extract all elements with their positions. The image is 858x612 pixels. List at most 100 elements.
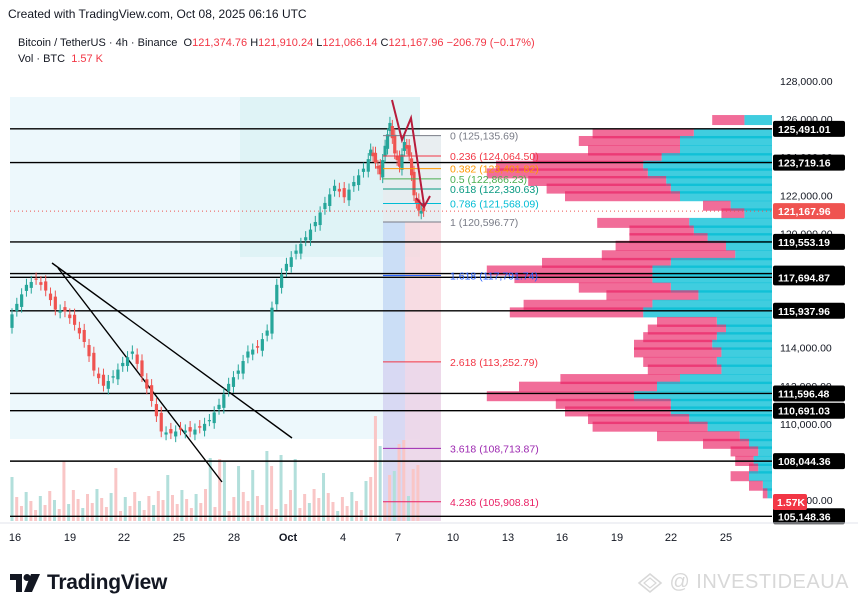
volume-profile-down-bar <box>597 217 690 228</box>
x-axis-tick-label: 16 <box>556 532 568 544</box>
candle-body <box>236 370 240 374</box>
candle-body <box>77 327 82 334</box>
candle-body <box>121 362 125 367</box>
volume-bar <box>369 477 373 521</box>
volume-profile-up-bar <box>716 356 772 367</box>
candle-body <box>294 250 298 254</box>
candle-body <box>289 257 293 267</box>
watermark-at: @ <box>669 571 691 593</box>
candle-body <box>87 345 91 357</box>
volume-bar <box>397 444 401 521</box>
watermark-text: INVESTIDEAUA <box>696 571 849 593</box>
volume-profile-down-bar <box>542 257 671 268</box>
volume-profile-up-bar <box>749 471 772 482</box>
volume-bar <box>270 466 274 521</box>
candle-body <box>412 171 416 196</box>
volume-bar <box>411 469 415 521</box>
volume-profile-down-bar <box>647 364 722 375</box>
open-value: 121,374.76 <box>192 37 248 49</box>
volume-bar <box>416 465 420 521</box>
candle-body <box>207 420 211 422</box>
candle-body <box>125 357 130 366</box>
candle-body <box>92 352 96 371</box>
volume-profile-up-bar <box>698 290 772 301</box>
y-axis-tick-label: 114,000.00 <box>780 343 832 355</box>
volume-profile-up-bar <box>634 391 772 402</box>
y-axis-tick-label: 110,000.00 <box>780 419 832 431</box>
candle-body <box>383 145 387 157</box>
volume-profile-up-bar <box>726 324 772 335</box>
volume-bar <box>128 506 132 521</box>
tradingview-logo[interactable]: TradingView <box>10 571 167 595</box>
last-price-badge-text: 121,167.96 <box>778 206 831 218</box>
candle-body <box>270 307 274 334</box>
volume-profile-down-bar <box>643 356 717 367</box>
volume-bar <box>312 489 316 521</box>
candle-body <box>231 377 236 387</box>
volume-profile-down-bar <box>606 290 699 301</box>
volume-profile-up-bar <box>680 191 772 202</box>
volume-bar <box>255 496 259 521</box>
volume-badge <box>773 494 807 510</box>
volume-bar <box>322 473 326 521</box>
candle-body <box>373 152 378 163</box>
volume-bar <box>29 501 33 521</box>
volume-bar <box>62 461 66 521</box>
candle-body <box>381 160 385 178</box>
level-price-badge-text: 111,596.48 <box>778 388 830 400</box>
x-axis-tick-label: 28 <box>228 532 240 544</box>
x-axis-tick-label: 22 <box>665 532 677 544</box>
volume-profile-up-bar <box>670 282 772 293</box>
volume-label: Vol · BTC <box>18 53 66 65</box>
fib-level-label: 0.382 (123,401.82) <box>450 164 539 176</box>
candle-body <box>178 428 183 430</box>
volume-profile-up-bar <box>712 339 772 350</box>
candle-body <box>164 432 168 435</box>
candle-body <box>140 360 144 377</box>
header-caption: Created with TradingView.com, Oct 08, 20… <box>8 7 307 21</box>
volume-profile-down-bar <box>555 398 671 409</box>
fib-level-label: 2.618 (113,252.79) <box>450 357 538 369</box>
volume-bar <box>406 496 410 521</box>
volume-profile-down-bar <box>486 391 634 402</box>
candle-body <box>48 293 53 301</box>
fib-level-label: 1 (120,596.77) <box>450 217 518 229</box>
volume-profile-down-bar <box>546 183 671 194</box>
candle-body <box>397 156 402 167</box>
volume-profile-down-bar <box>657 316 717 327</box>
close-label: C <box>380 37 389 49</box>
tradingview-logo-text: TradingView <box>47 571 168 594</box>
volume-profile-up-bar <box>721 364 772 375</box>
volume-profile-up-bar <box>652 265 772 276</box>
volume-bar <box>222 462 226 521</box>
candle-body <box>159 412 163 432</box>
candle-body <box>347 189 351 201</box>
volume-profile-down-bar <box>578 135 680 146</box>
volume-profile-up-bar <box>652 273 772 284</box>
level-price-badge <box>773 508 845 525</box>
fib-level-label: 0.5 (122,866.23) <box>450 174 527 186</box>
wedge-lower-trendline <box>57 267 223 483</box>
symbol-title[interactable]: Bitcoin / TetherUS · 4h · Binance <box>18 37 178 49</box>
volume-profile-down-bar <box>560 374 680 385</box>
fib-level-label: 0.786 (121,568.09) <box>450 199 539 211</box>
level-price-badge <box>773 233 845 250</box>
volume-profile-up-bar <box>689 414 772 425</box>
level-price-badge <box>773 154 845 171</box>
volume-bar <box>104 507 108 521</box>
volume-bar <box>19 506 23 521</box>
volume-bar <box>114 468 118 521</box>
projection-arrow <box>391 99 425 206</box>
volume-profile-up-bar <box>670 183 772 194</box>
fib-level-label: 1.618 (117,791.74) <box>450 270 538 282</box>
candle-body <box>414 198 419 203</box>
volume-profile-up-bar <box>735 250 772 261</box>
volume-bar <box>378 446 382 521</box>
volume-bar <box>147 496 151 521</box>
candle-body <box>154 404 159 417</box>
volume-profile-up-bar <box>670 257 772 268</box>
x-axis-tick-label: 7 <box>395 532 401 544</box>
volume-profile-up-bar <box>744 115 772 126</box>
y-axis-tick-label: 128,000.00 <box>780 76 833 88</box>
